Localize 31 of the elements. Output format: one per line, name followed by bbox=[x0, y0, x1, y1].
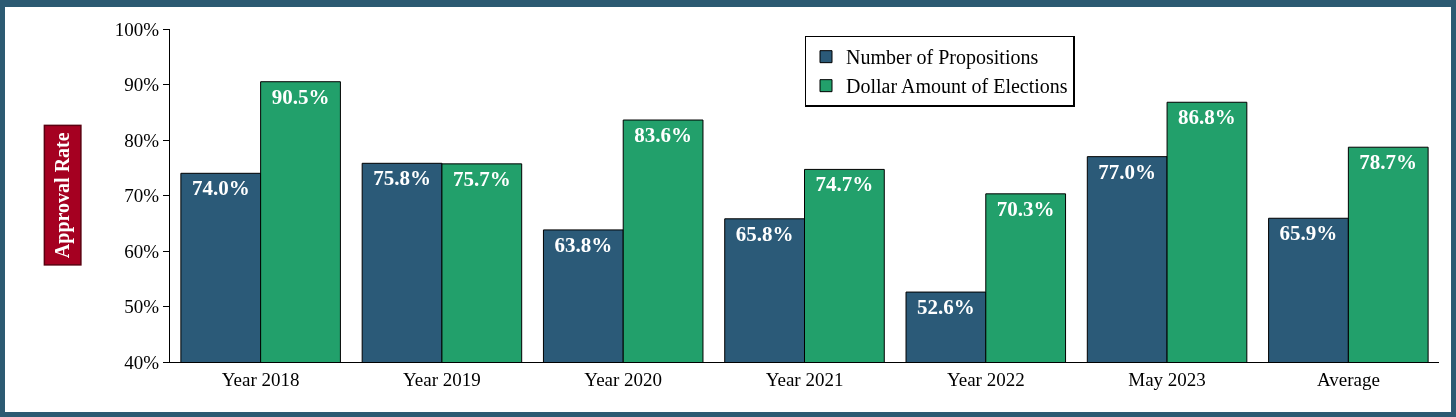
x-tick-label: Year 2019 bbox=[403, 368, 481, 390]
x-tick-label: Year 2022 bbox=[946, 368, 1025, 390]
data-label: 74.7% bbox=[815, 172, 874, 197]
x-tick-label: May 2023 bbox=[1128, 368, 1206, 390]
data-label: 70.3% bbox=[996, 196, 1055, 221]
legend-label: Number of Propositions bbox=[846, 46, 1039, 70]
legend-label: Dollar Amount of Elections bbox=[846, 75, 1068, 98]
data-label: 65.9% bbox=[1279, 221, 1338, 246]
y-tick-label: 60% bbox=[124, 240, 160, 262]
data-label: 65.8% bbox=[735, 221, 794, 246]
data-label: 90.5% bbox=[271, 84, 330, 109]
data-label: 75.8% bbox=[373, 166, 431, 191]
y-tick-label: 90% bbox=[124, 74, 160, 96]
x-tick-label: Year 2021 bbox=[765, 368, 844, 390]
data-label: 77.0% bbox=[1098, 159, 1157, 184]
y-axis-title: Approval Rate bbox=[51, 132, 75, 259]
x-tick-label: Year 2020 bbox=[584, 368, 663, 390]
data-label: 75.7% bbox=[452, 166, 511, 191]
y-tick-label: 40% bbox=[124, 351, 160, 373]
y-tick-label: 100% bbox=[114, 18, 160, 40]
x-tick-label: Year 2018 bbox=[221, 368, 300, 390]
data-label: 86.8% bbox=[1178, 105, 1236, 130]
data-label: 52.6% bbox=[917, 295, 975, 320]
data-label: 78.7% bbox=[1359, 150, 1418, 175]
data-label: 74.0% bbox=[191, 176, 250, 201]
data-label: 63.8% bbox=[554, 232, 613, 257]
y-tick-label: 50% bbox=[124, 296, 160, 318]
x-tick-label: Average bbox=[1316, 368, 1380, 390]
y-tick-label: 80% bbox=[124, 129, 160, 151]
y-tick-label: 70% bbox=[124, 185, 160, 207]
data-label: 83.6% bbox=[634, 123, 692, 148]
